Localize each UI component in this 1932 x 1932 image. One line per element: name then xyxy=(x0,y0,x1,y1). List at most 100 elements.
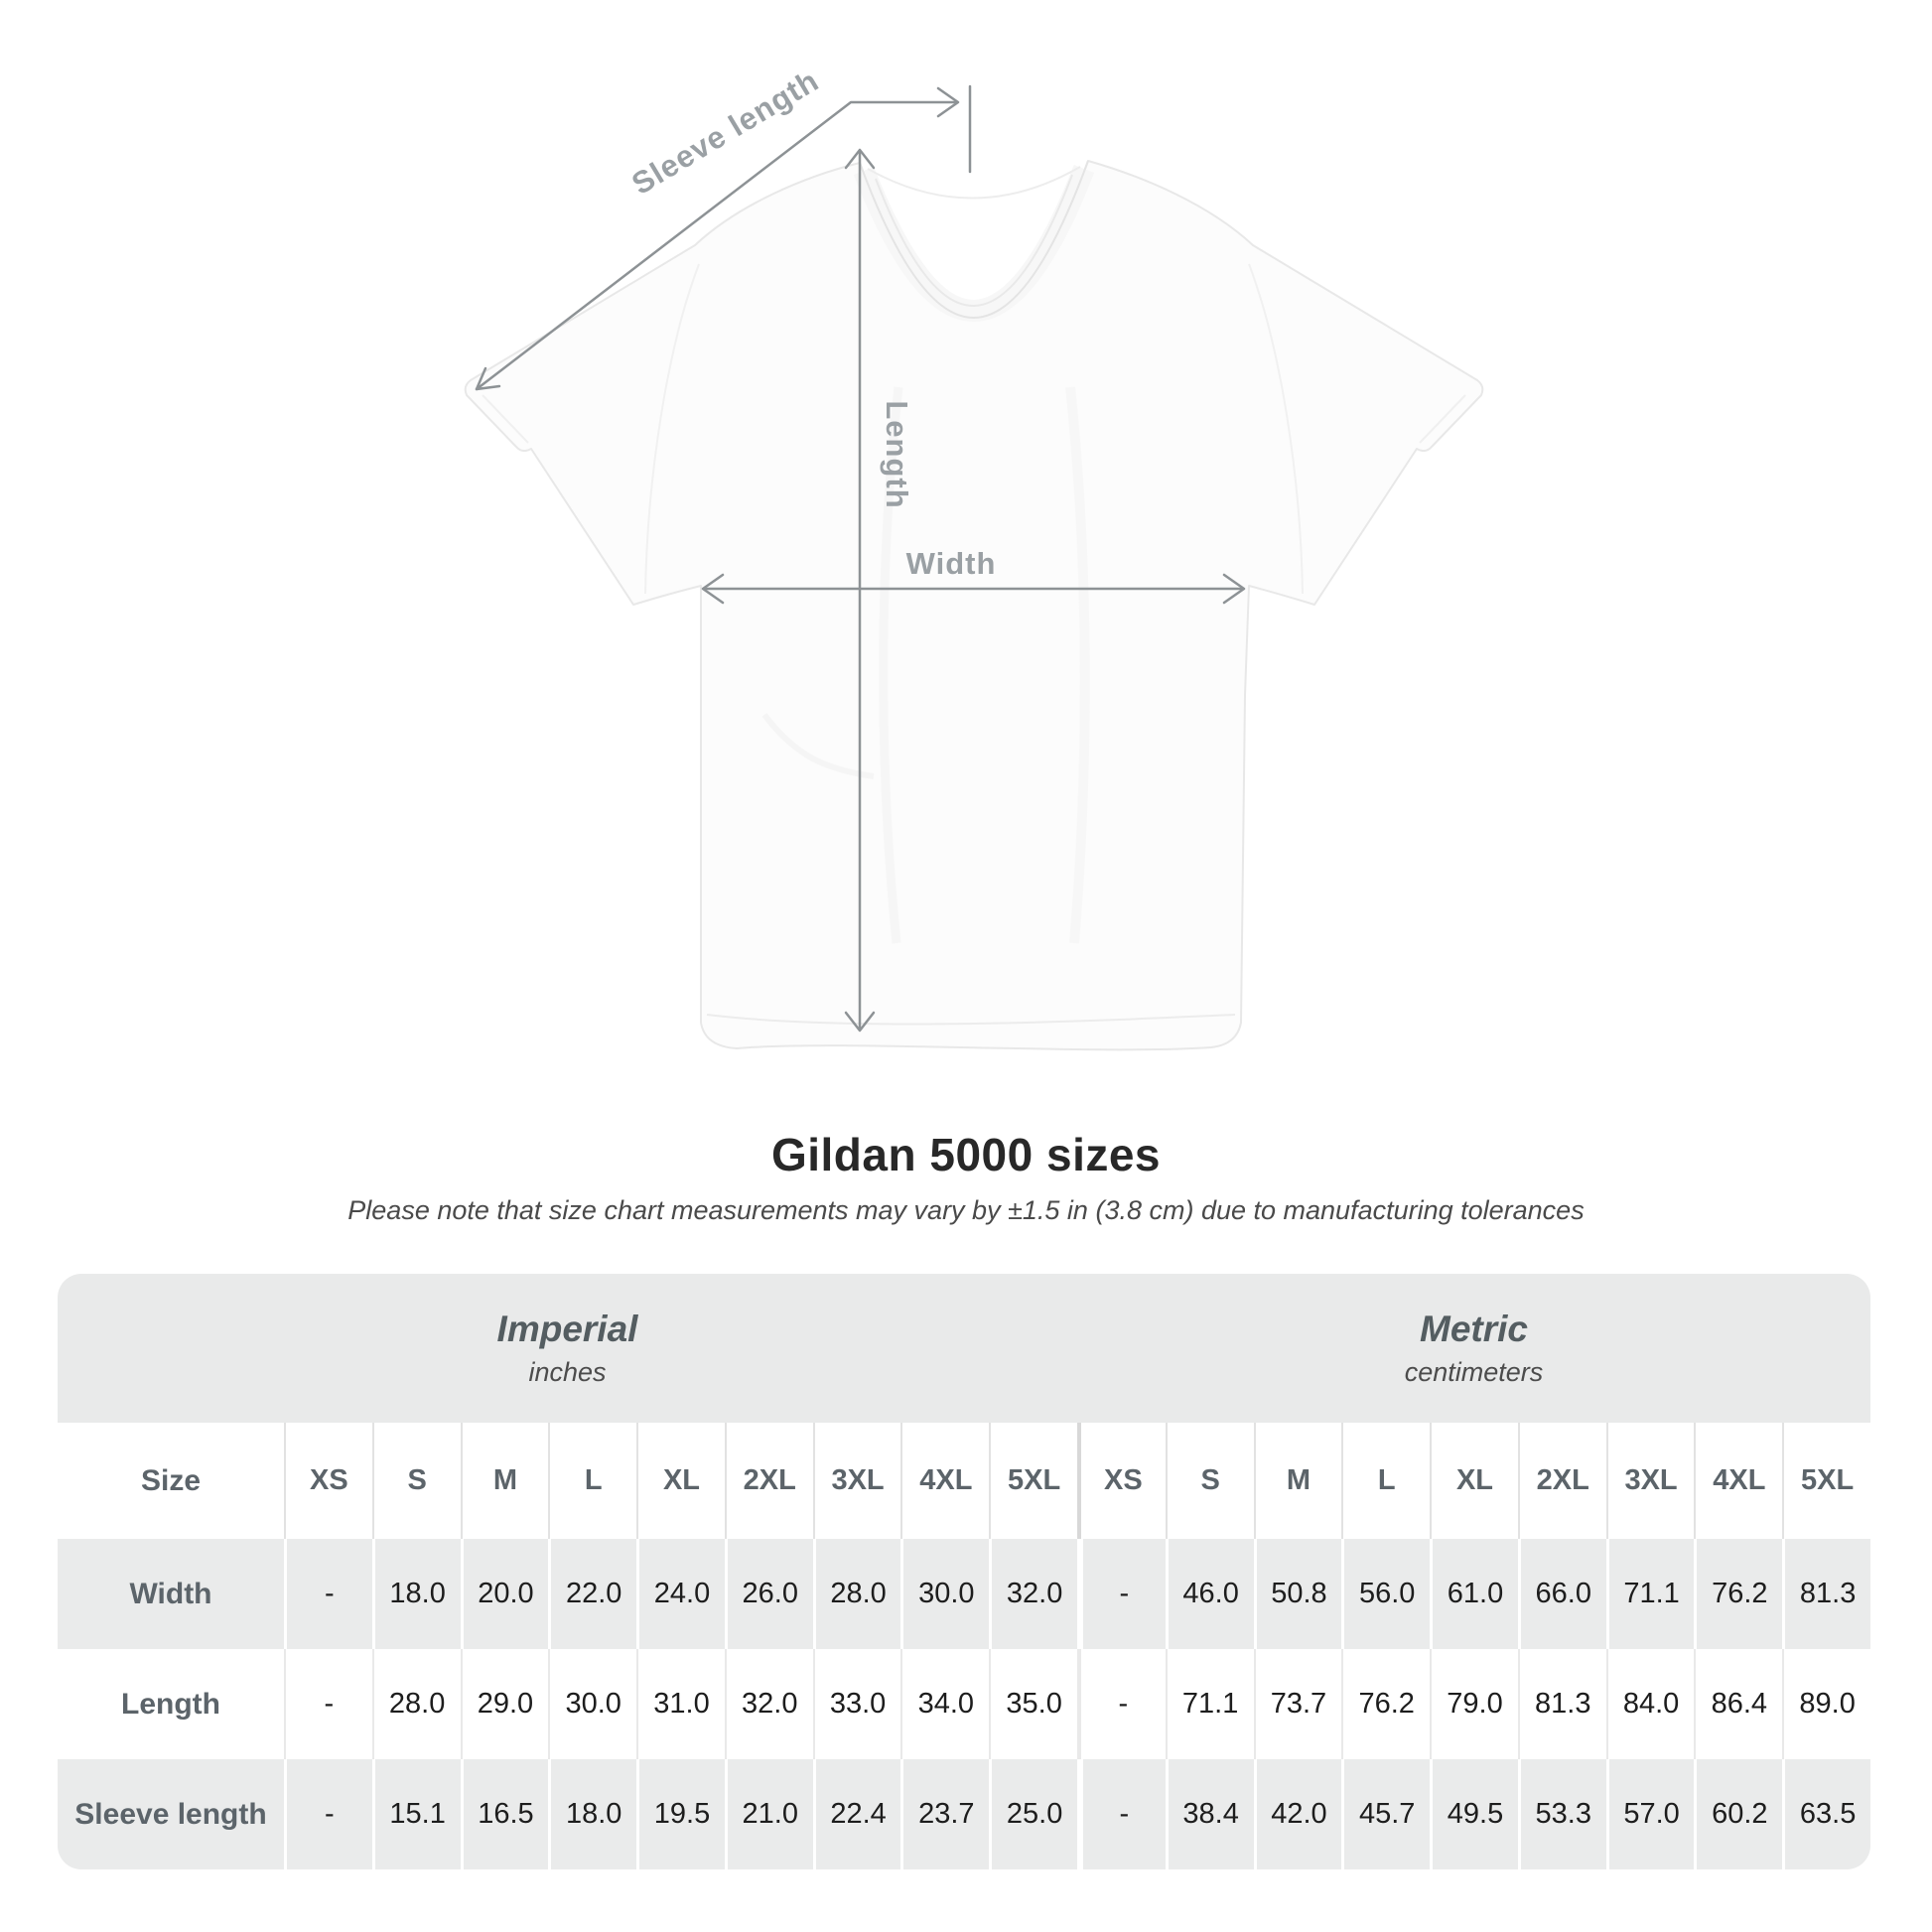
value-cell: 20.0 xyxy=(460,1539,549,1649)
value-cell: 81.3 xyxy=(1782,1539,1870,1649)
value-cell: 28.0 xyxy=(371,1649,461,1759)
value-cell: 21.0 xyxy=(724,1759,813,1869)
value-cell: - xyxy=(1077,1539,1166,1649)
value-cell: 31.0 xyxy=(636,1649,725,1759)
value-cell: 38.4 xyxy=(1165,1759,1254,1869)
value-cell: 30.0 xyxy=(900,1539,990,1649)
value-cell: 34.0 xyxy=(900,1649,990,1759)
value-cell: 71.1 xyxy=(1165,1649,1254,1759)
value-cell: 56.0 xyxy=(1341,1539,1431,1649)
page-title: Gildan 5000 sizes xyxy=(770,1129,1162,1180)
value-cell: - xyxy=(1077,1759,1166,1869)
size-header-cell: 2XL xyxy=(724,1423,813,1539)
sleeve-length-label: Sleeve length xyxy=(625,63,824,202)
value-cell: 15.1 xyxy=(371,1759,461,1869)
value-cell: 50.8 xyxy=(1253,1539,1342,1649)
value-cell: 61.0 xyxy=(1430,1539,1518,1649)
size-header-cell: XS xyxy=(284,1423,372,1539)
value-cell: 76.2 xyxy=(1341,1649,1431,1759)
row-label: Length xyxy=(58,1649,284,1759)
value-cell: 42.0 xyxy=(1253,1759,1342,1869)
value-cell: - xyxy=(284,1539,372,1649)
size-header-cell: 5XL xyxy=(989,1423,1077,1539)
collar-band xyxy=(853,165,1095,322)
metric-group-header: Metric centimeters xyxy=(1077,1274,1870,1423)
value-cell: 53.3 xyxy=(1517,1759,1606,1869)
value-cell: 25.0 xyxy=(989,1759,1077,1869)
length-arrow xyxy=(844,148,876,1033)
value-cell: 46.0 xyxy=(1165,1539,1254,1649)
size-header-cell: XL xyxy=(1430,1423,1518,1539)
value-cell: 16.5 xyxy=(460,1759,549,1869)
imperial-label: Imperial xyxy=(496,1309,638,1349)
page-subtitle: Please note that size chart measurements… xyxy=(347,1195,1585,1225)
value-cell: 19.5 xyxy=(636,1759,725,1869)
size-header-cell: 4XL xyxy=(900,1423,990,1539)
table-row-width: Width - 18.0 20.0 22.0 24.0 26.0 28.0 30… xyxy=(58,1539,1870,1649)
size-header-row: Size XS S M L XL 2XL 3XL 4XL 5XL XS S M … xyxy=(58,1423,1870,1539)
value-cell: 49.5 xyxy=(1430,1759,1518,1869)
value-cell: 81.3 xyxy=(1517,1649,1606,1759)
sleeve-length-arrow xyxy=(475,84,972,391)
metric-unit-label: centimeters xyxy=(1404,1357,1544,1387)
size-header-cell: L xyxy=(1341,1423,1431,1539)
tshirt-graphic xyxy=(464,160,1484,1051)
size-header-cell: M xyxy=(460,1423,549,1539)
value-cell: - xyxy=(1077,1649,1166,1759)
value-cell: 33.0 xyxy=(812,1649,901,1759)
size-header-cell: XS xyxy=(1077,1423,1166,1539)
table-row-sleeve-length: Sleeve length - 15.1 16.5 18.0 19.5 21.0… xyxy=(58,1759,1870,1869)
value-cell: 66.0 xyxy=(1517,1539,1606,1649)
value-cell: 32.0 xyxy=(724,1649,813,1759)
length-label: Length xyxy=(880,400,914,508)
row-label: Width xyxy=(58,1539,284,1649)
metric-label: Metric xyxy=(1420,1309,1528,1349)
value-cell: 24.0 xyxy=(636,1539,725,1649)
size-header-cell: 4XL xyxy=(1694,1423,1783,1539)
collar-back-line xyxy=(867,166,1081,200)
size-header-cell: 3XL xyxy=(1605,1423,1695,1539)
value-cell: 76.2 xyxy=(1694,1539,1783,1649)
value-cell: 23.7 xyxy=(900,1759,990,1869)
value-cell: 57.0 xyxy=(1605,1759,1695,1869)
value-cell: 18.0 xyxy=(548,1759,637,1869)
value-cell: 22.0 xyxy=(548,1539,637,1649)
size-header-cell: 5XL xyxy=(1782,1423,1870,1539)
size-header-cell: S xyxy=(371,1423,461,1539)
value-cell: 29.0 xyxy=(460,1649,549,1759)
value-cell: 84.0 xyxy=(1605,1649,1695,1759)
size-header-cell: S xyxy=(1165,1423,1254,1539)
table-row-length: Length - 28.0 29.0 30.0 31.0 32.0 33.0 3… xyxy=(58,1649,1870,1759)
size-column-header: Size xyxy=(58,1423,284,1539)
tshirt-measurement-diagram: Sleeve length Length Width xyxy=(464,63,1484,1051)
size-table: Imperial inches Metric centimeters Size … xyxy=(58,1274,1870,1869)
size-header-cell: XL xyxy=(636,1423,725,1539)
value-cell: 79.0 xyxy=(1430,1649,1518,1759)
value-cell: - xyxy=(284,1759,372,1869)
value-cell: 63.5 xyxy=(1782,1759,1870,1869)
size-header-cell: L xyxy=(548,1423,637,1539)
size-header-cell: 3XL xyxy=(812,1423,901,1539)
size-header-cell: 2XL xyxy=(1517,1423,1606,1539)
value-cell: 86.4 xyxy=(1694,1649,1783,1759)
value-cell: 89.0 xyxy=(1782,1649,1870,1759)
imperial-group-header: Imperial inches xyxy=(58,1274,1077,1423)
value-cell: 26.0 xyxy=(724,1539,813,1649)
value-cell: 32.0 xyxy=(989,1539,1077,1649)
value-cell: 18.0 xyxy=(371,1539,461,1649)
value-cell: 35.0 xyxy=(989,1649,1077,1759)
hem-stitch xyxy=(706,1014,1236,1026)
imperial-unit-label: inches xyxy=(528,1357,607,1387)
value-cell: 22.4 xyxy=(812,1759,901,1869)
width-arrow xyxy=(701,573,1246,605)
unit-band: Imperial inches Metric centimeters xyxy=(58,1274,1870,1423)
value-cell: 71.1 xyxy=(1605,1539,1695,1649)
value-cell: 30.0 xyxy=(548,1649,637,1759)
row-label: Sleeve length xyxy=(58,1759,284,1869)
size-header-cell: M xyxy=(1253,1423,1342,1539)
width-label: Width xyxy=(906,546,997,581)
value-cell: 45.7 xyxy=(1341,1759,1431,1869)
value-cell: - xyxy=(284,1649,372,1759)
value-cell: 60.2 xyxy=(1694,1759,1783,1869)
